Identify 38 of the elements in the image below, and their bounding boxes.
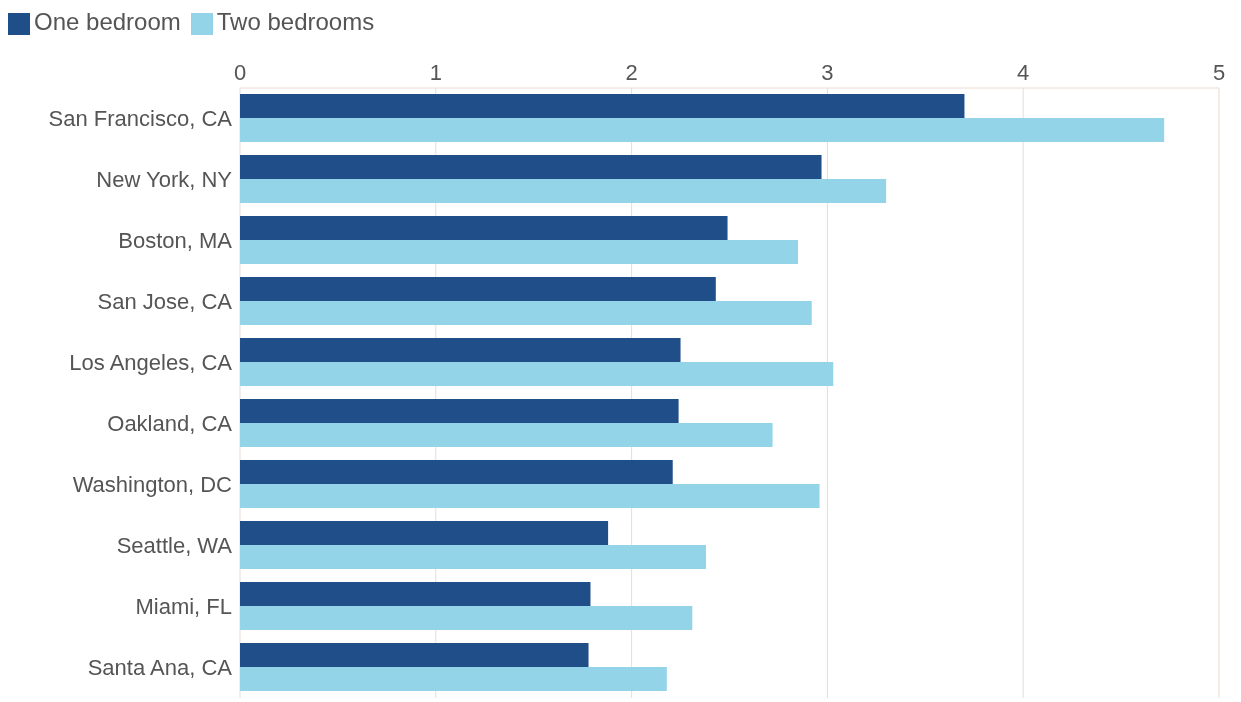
x-tick-label: 4 bbox=[1017, 60, 1030, 85]
y-tick-label: Boston, MA bbox=[118, 228, 233, 254]
bar bbox=[240, 545, 706, 570]
bar bbox=[240, 399, 679, 424]
legend-label: One bedroom bbox=[34, 8, 181, 35]
x-tick-label: 2 bbox=[625, 60, 638, 85]
y-tick-label: Oakland, CA bbox=[107, 411, 233, 437]
bar bbox=[240, 667, 667, 692]
x-tick-label: 0 bbox=[233, 60, 247, 85]
y-tick-label: Santa Ana, CA bbox=[87, 655, 233, 681]
y-tick-label: Miami, FL bbox=[135, 594, 232, 620]
bar bbox=[240, 521, 609, 546]
y-tick-label: San Francisco, CA bbox=[48, 106, 233, 132]
bar bbox=[240, 338, 681, 363]
legend-label: Two bedrooms bbox=[216, 8, 375, 35]
x-tick-label: 5 bbox=[1212, 60, 1226, 85]
y-tick-label: New York, NY bbox=[96, 167, 233, 193]
bar bbox=[240, 179, 887, 204]
bar bbox=[240, 606, 693, 631]
bar bbox=[240, 301, 812, 326]
y-tick-label: Seattle, WA bbox=[116, 533, 233, 559]
x-tick-label: 3 bbox=[821, 60, 834, 85]
y-tick-label: Washington, DC bbox=[72, 472, 233, 498]
bar bbox=[240, 423, 773, 448]
bar bbox=[240, 155, 822, 180]
bar bbox=[240, 240, 799, 265]
y-tick-label: Los Angeles, CA bbox=[69, 350, 233, 376]
y-tick-label: San Jose, CA bbox=[97, 289, 233, 315]
bar bbox=[240, 118, 1165, 143]
x-tick-label: 1 bbox=[429, 60, 442, 85]
bar bbox=[240, 484, 820, 509]
bar bbox=[240, 643, 589, 668]
bar bbox=[240, 94, 965, 119]
bar bbox=[240, 460, 673, 485]
bar bbox=[240, 277, 716, 302]
bar bbox=[240, 216, 728, 241]
bar bbox=[240, 362, 834, 387]
bar bbox=[240, 582, 591, 607]
